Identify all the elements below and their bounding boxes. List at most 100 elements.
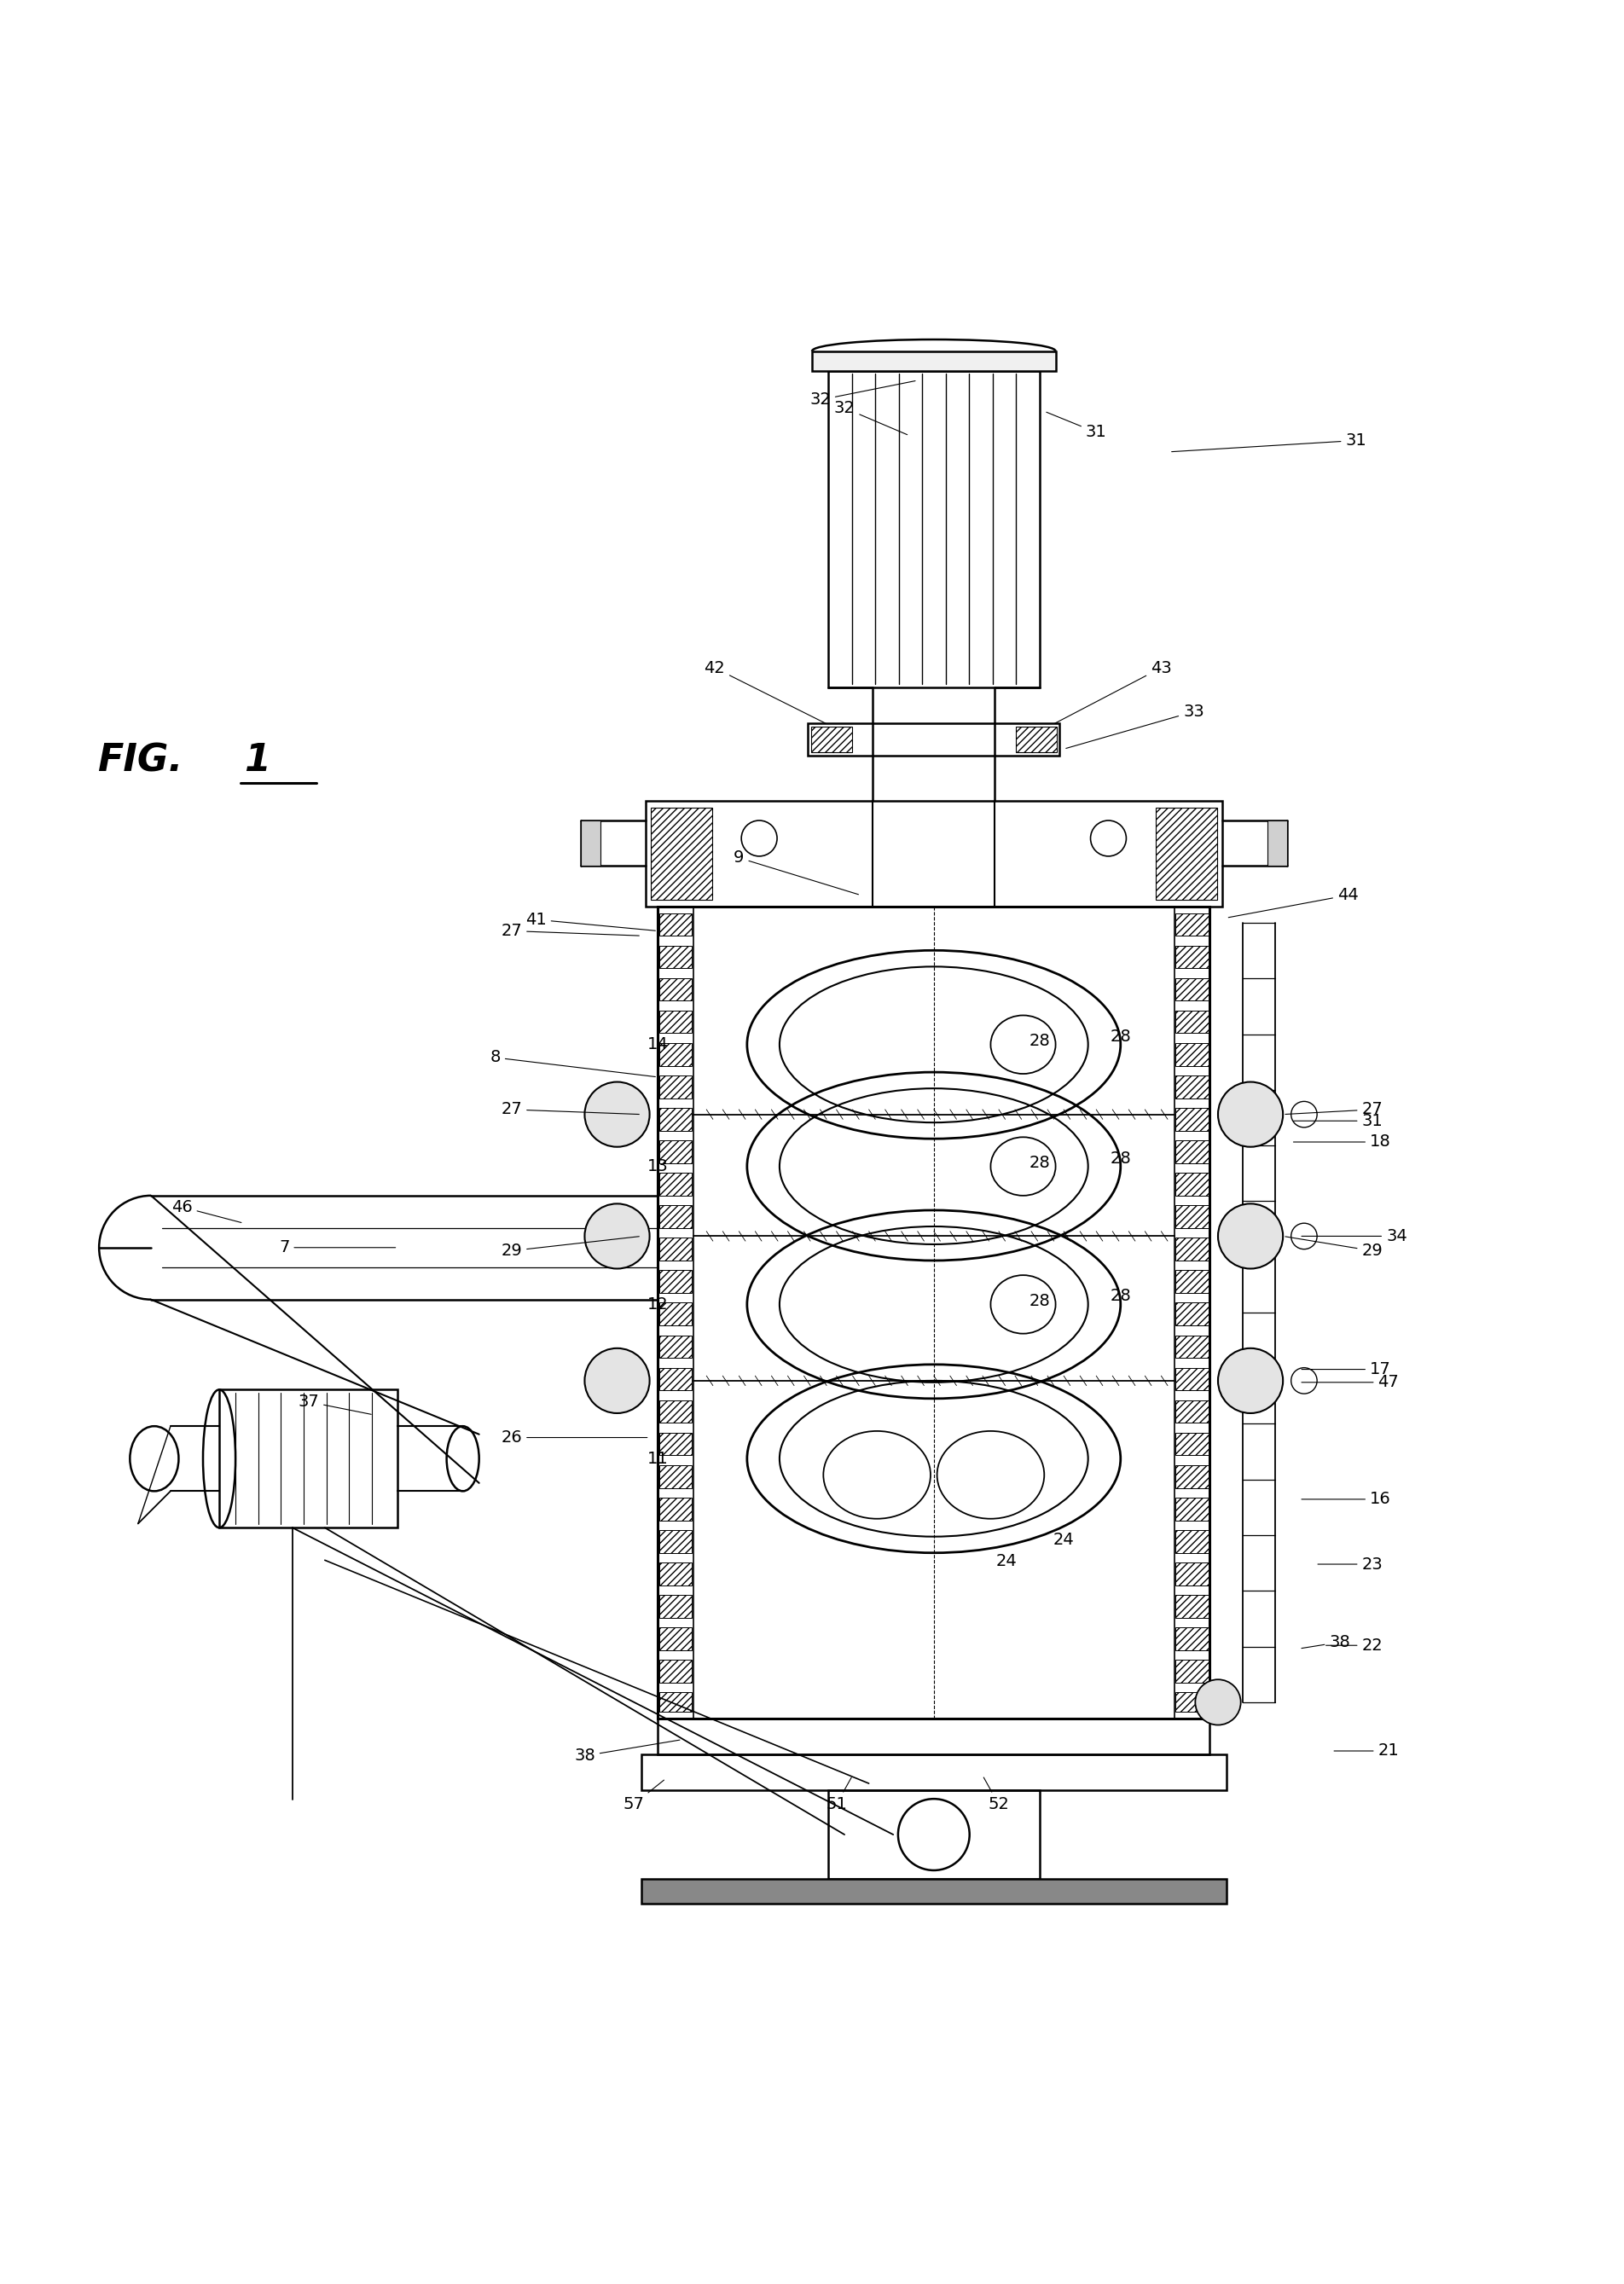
Bar bbox=[659, 978, 692, 1000]
Bar bbox=[659, 1270, 692, 1293]
Bar bbox=[1176, 1692, 1208, 1713]
Text: 44: 44 bbox=[1228, 886, 1358, 918]
Text: 31: 31 bbox=[1046, 411, 1106, 441]
Text: 8: 8 bbox=[490, 1048, 656, 1076]
Bar bbox=[659, 1336, 692, 1359]
Bar bbox=[659, 1368, 692, 1391]
Text: 23: 23 bbox=[1317, 1555, 1382, 1571]
Bar bbox=[641, 1880, 1226, 1903]
Bar bbox=[650, 809, 711, 900]
Text: 26: 26 bbox=[502, 1430, 648, 1446]
Text: 21: 21 bbox=[1333, 1743, 1398, 1759]
Text: 1: 1 bbox=[244, 742, 270, 779]
Bar bbox=[1176, 1498, 1208, 1521]
Bar bbox=[659, 1498, 692, 1521]
Bar bbox=[659, 1692, 692, 1713]
Text: 31: 31 bbox=[1293, 1112, 1382, 1128]
Bar bbox=[659, 1238, 692, 1261]
Text: 28: 28 bbox=[1111, 1288, 1130, 1304]
Text: 16: 16 bbox=[1301, 1491, 1390, 1507]
Bar bbox=[659, 1076, 692, 1099]
Bar bbox=[1176, 1044, 1208, 1067]
Text: 28: 28 bbox=[1030, 1156, 1049, 1172]
Bar bbox=[1176, 1140, 1208, 1163]
Bar bbox=[1176, 914, 1208, 936]
Text: 32: 32 bbox=[810, 381, 916, 409]
Bar bbox=[828, 1791, 1039, 1880]
Bar bbox=[1176, 1562, 1208, 1585]
Bar bbox=[828, 370, 1039, 687]
Bar bbox=[1267, 820, 1286, 866]
Bar bbox=[1176, 1400, 1208, 1423]
Bar bbox=[1176, 1432, 1208, 1455]
Bar bbox=[1176, 1076, 1208, 1099]
Bar bbox=[1176, 978, 1208, 1000]
Bar bbox=[659, 946, 692, 968]
Text: 43: 43 bbox=[1054, 660, 1171, 724]
Text: 41: 41 bbox=[526, 911, 656, 930]
Text: 52: 52 bbox=[984, 1777, 1010, 1813]
Bar bbox=[807, 724, 1059, 756]
Bar bbox=[1176, 1368, 1208, 1391]
Text: 31: 31 bbox=[1171, 432, 1366, 452]
Text: 14: 14 bbox=[648, 1037, 667, 1053]
Text: 24: 24 bbox=[997, 1553, 1017, 1569]
Bar bbox=[659, 1562, 692, 1585]
Bar bbox=[1176, 1010, 1208, 1032]
Bar bbox=[1176, 1238, 1208, 1261]
Bar bbox=[659, 1660, 692, 1683]
Bar bbox=[659, 914, 692, 936]
Bar bbox=[645, 802, 1221, 907]
Bar bbox=[1176, 1270, 1208, 1293]
Text: 57: 57 bbox=[622, 1779, 664, 1813]
Bar bbox=[1176, 1660, 1208, 1683]
Bar bbox=[219, 1389, 398, 1528]
Text: 27: 27 bbox=[502, 923, 640, 939]
Bar bbox=[659, 1140, 692, 1163]
Bar bbox=[810, 726, 851, 751]
Bar bbox=[812, 352, 1056, 370]
Bar bbox=[659, 1302, 692, 1325]
Text: 18: 18 bbox=[1293, 1133, 1390, 1151]
Bar bbox=[659, 1432, 692, 1455]
Bar bbox=[659, 1594, 692, 1617]
Text: FIG.: FIG. bbox=[97, 742, 184, 779]
Circle shape bbox=[1218, 1348, 1283, 1414]
Bar bbox=[641, 1754, 1226, 1791]
Circle shape bbox=[1218, 1204, 1283, 1268]
Bar bbox=[1176, 1206, 1208, 1229]
Bar bbox=[659, 1464, 692, 1487]
Bar bbox=[659, 1530, 692, 1553]
Bar bbox=[659, 1400, 692, 1423]
Bar bbox=[1176, 1302, 1208, 1325]
Text: 27: 27 bbox=[502, 1101, 640, 1117]
Bar bbox=[1155, 809, 1218, 900]
Bar bbox=[659, 1010, 692, 1032]
Bar bbox=[659, 1044, 692, 1067]
Text: 12: 12 bbox=[648, 1297, 667, 1313]
Text: 28: 28 bbox=[1030, 1293, 1049, 1309]
Text: 22: 22 bbox=[1325, 1638, 1382, 1654]
Text: 32: 32 bbox=[835, 400, 908, 434]
Text: 51: 51 bbox=[825, 1777, 851, 1813]
Text: 29: 29 bbox=[1285, 1236, 1382, 1258]
Circle shape bbox=[585, 1348, 650, 1414]
Text: 7: 7 bbox=[279, 1240, 396, 1256]
Text: 37: 37 bbox=[299, 1393, 372, 1414]
Text: 29: 29 bbox=[502, 1236, 640, 1258]
Bar bbox=[659, 1206, 692, 1229]
Bar bbox=[1176, 1530, 1208, 1553]
Text: 46: 46 bbox=[172, 1199, 242, 1222]
Bar bbox=[1176, 1336, 1208, 1359]
Text: 38: 38 bbox=[1301, 1633, 1350, 1651]
Circle shape bbox=[1195, 1679, 1241, 1724]
Bar bbox=[659, 1174, 692, 1195]
Bar bbox=[659, 1108, 692, 1131]
Text: 17: 17 bbox=[1301, 1361, 1390, 1377]
Bar bbox=[1176, 1594, 1208, 1617]
Text: 28: 28 bbox=[1030, 1032, 1049, 1048]
Circle shape bbox=[585, 1083, 650, 1147]
Text: 28: 28 bbox=[1111, 1028, 1130, 1044]
Bar bbox=[581, 820, 601, 866]
Bar bbox=[1176, 1108, 1208, 1131]
